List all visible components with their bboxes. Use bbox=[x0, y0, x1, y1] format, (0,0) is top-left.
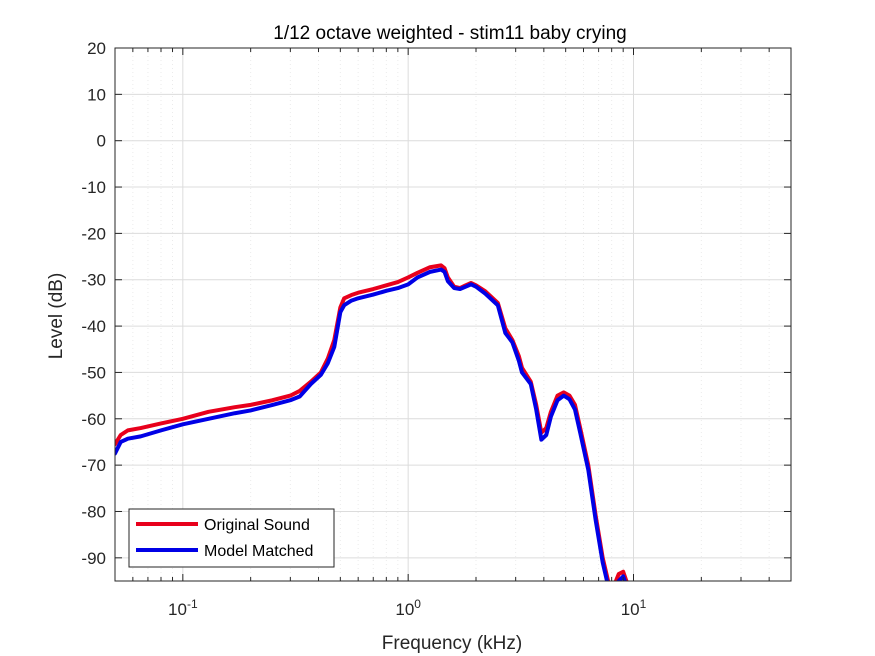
y-tick-label: -90 bbox=[81, 549, 106, 568]
y-tick-label: -40 bbox=[81, 317, 106, 336]
y-tick-labels: 20 10 0 -10 -20 -30 -40 -50 -60 -70 -80 -90 bbox=[81, 39, 106, 568]
y-tick-label: 0 bbox=[97, 132, 106, 151]
chart-title: 1/12 octave weighted - stim11 baby cryin… bbox=[273, 23, 626, 44]
legend-box bbox=[128, 508, 335, 568]
y-tick-label: -30 bbox=[81, 271, 106, 290]
x-tick-label: 10-1 bbox=[168, 597, 198, 619]
y-axis-title: Level (dB) bbox=[46, 273, 67, 360]
plot-area-background bbox=[115, 48, 791, 581]
x-tick-label: 100 bbox=[395, 597, 421, 619]
y-tick-label: 20 bbox=[87, 39, 106, 58]
y-tick-label: -70 bbox=[81, 456, 106, 475]
y-tick-label: -50 bbox=[81, 363, 106, 382]
legend-label-original-sound: Original Sound bbox=[204, 517, 310, 534]
grid bbox=[114, 47, 792, 581]
series-line-model-matched bbox=[115, 267, 627, 581]
x-tick-label: 101 bbox=[621, 597, 647, 619]
series-layer bbox=[115, 263, 629, 581]
y-tick-label: -80 bbox=[81, 502, 106, 521]
x-axis-title: Frequency (kHz) bbox=[382, 633, 522, 654]
y-tick-label: -20 bbox=[81, 224, 106, 243]
y-tick-label: -60 bbox=[81, 410, 106, 429]
legend-label-model-matched: Model Matched bbox=[204, 543, 313, 560]
y-tick-label: -10 bbox=[81, 178, 106, 197]
plot-frame bbox=[114, 47, 792, 582]
y-tick-label: 10 bbox=[87, 85, 106, 104]
ticks bbox=[114, 47, 792, 581]
legend: Original Sound Model Matched bbox=[128, 508, 335, 568]
x-tick-labels: 10-1 100 101 bbox=[168, 597, 647, 619]
